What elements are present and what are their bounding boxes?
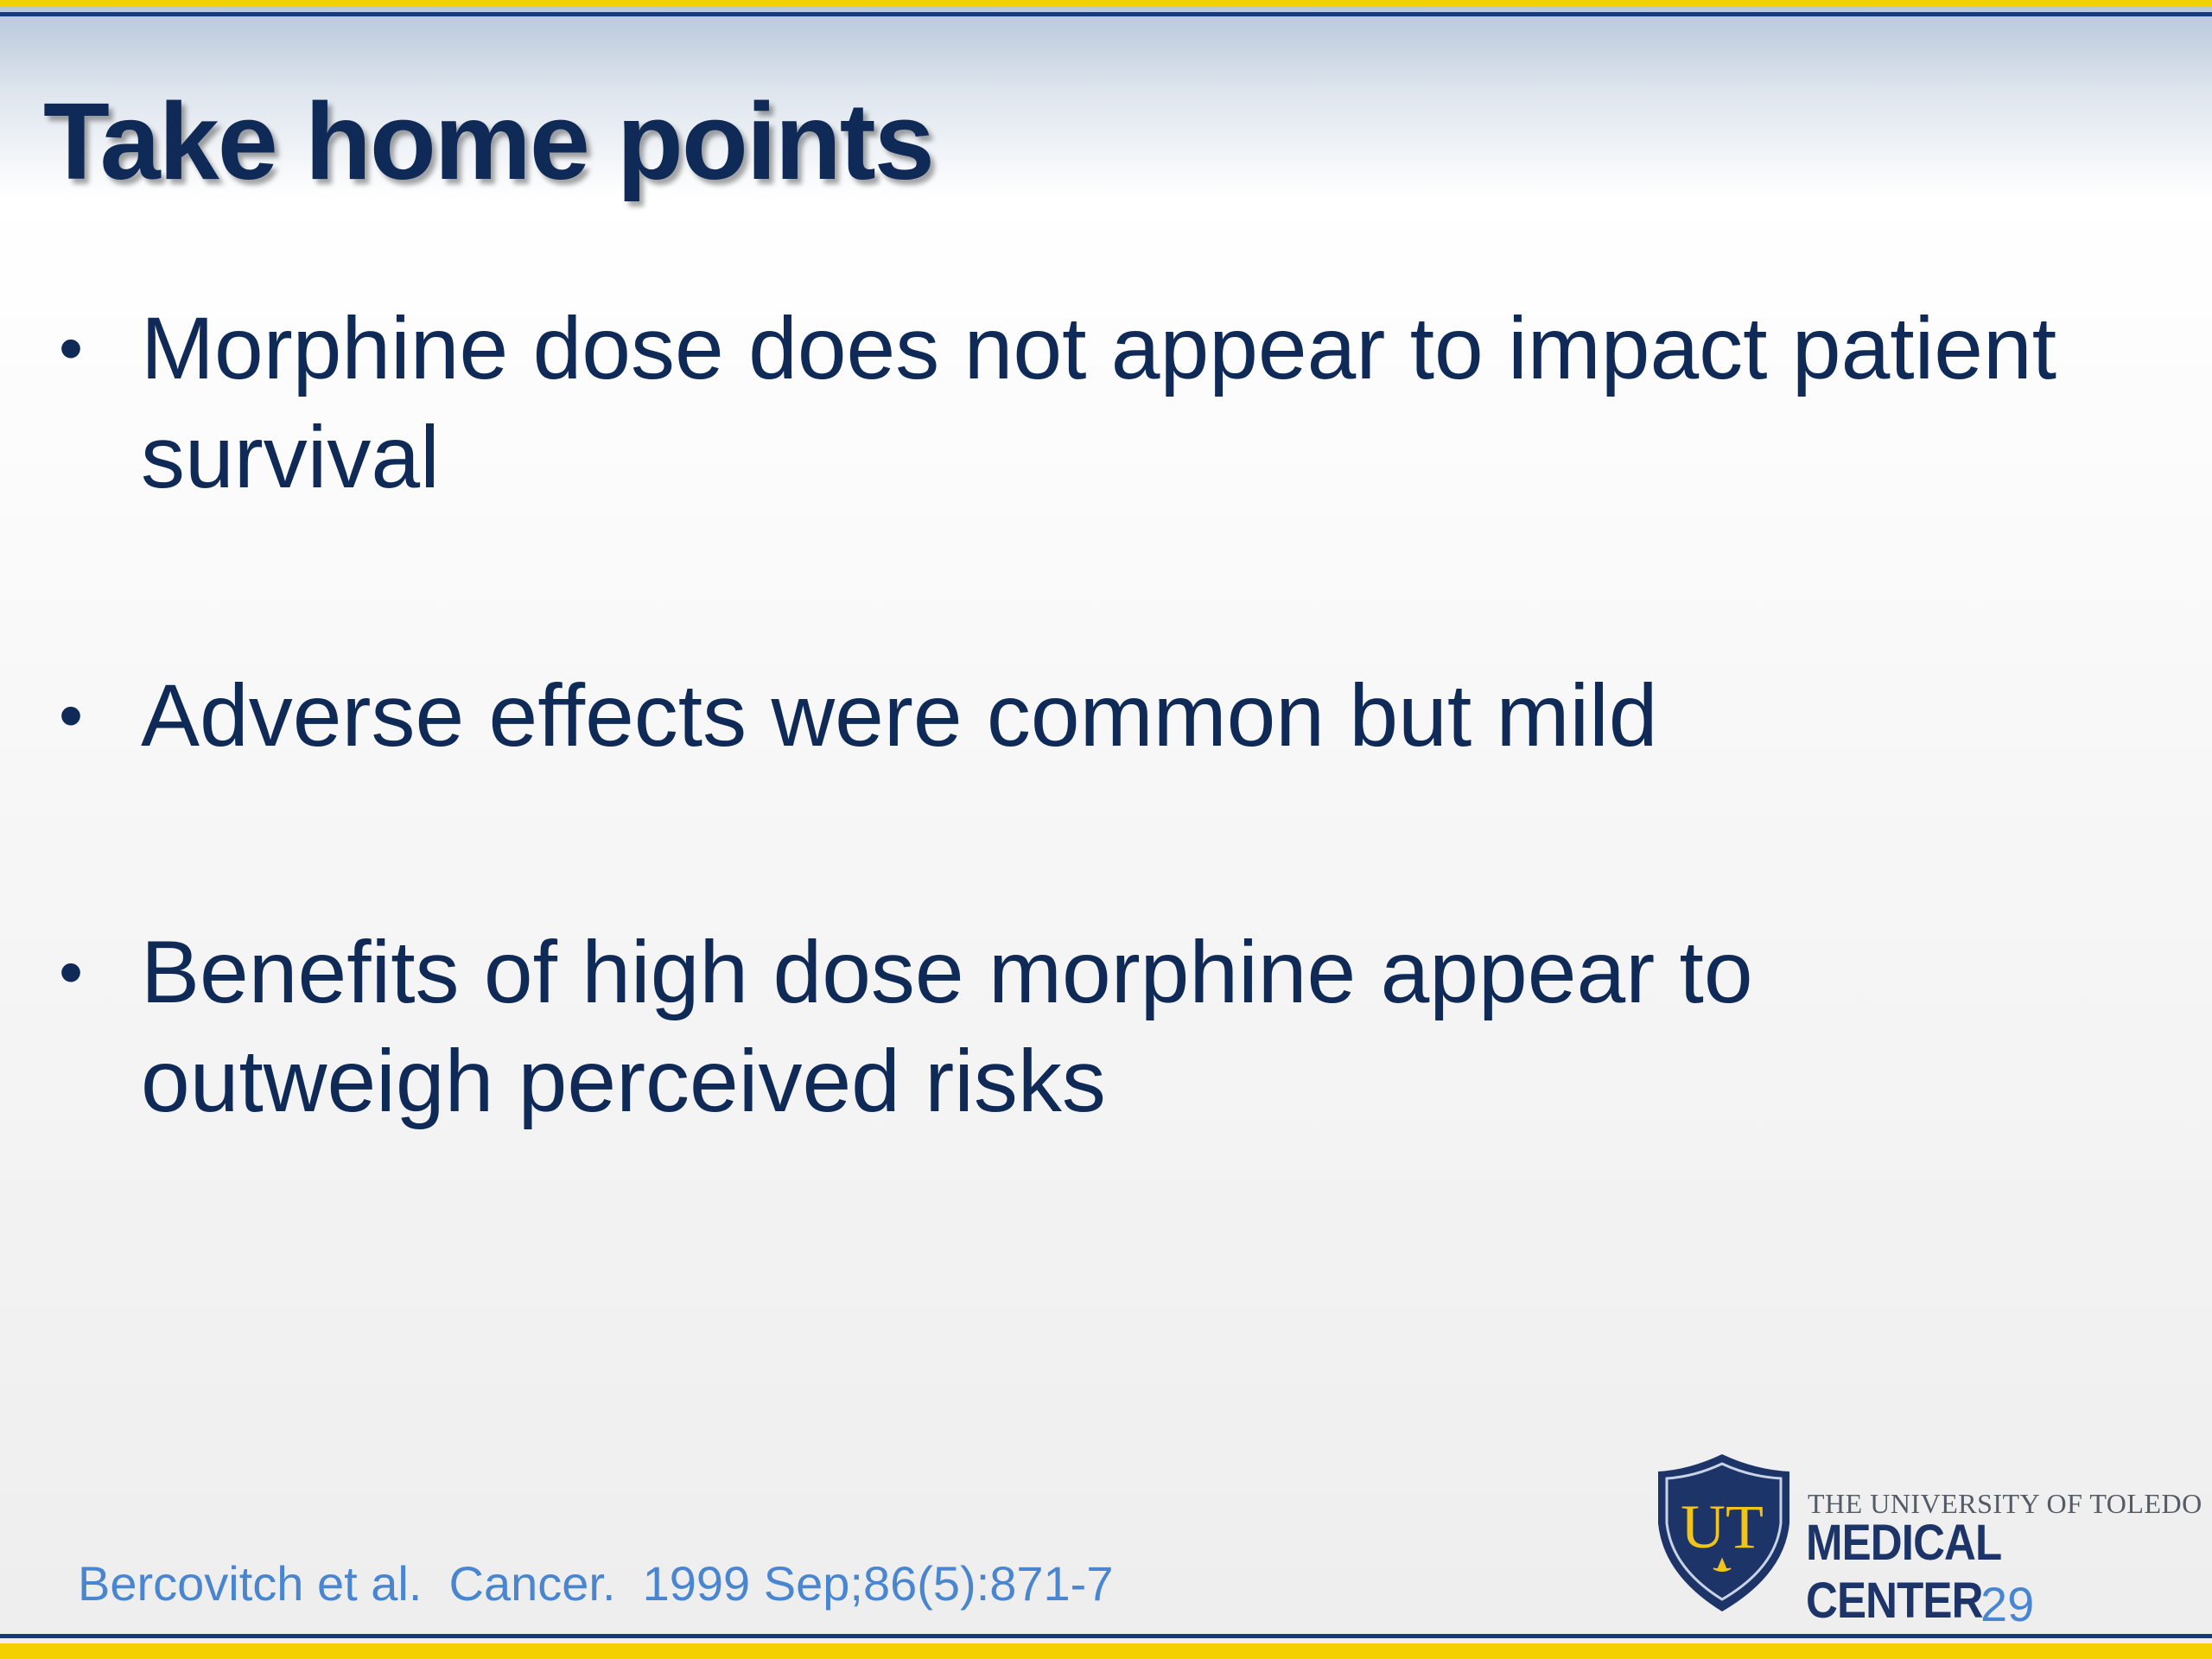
bullet-text: Morphine dose does not appear to impact … xyxy=(141,299,2057,506)
slide-title: Take home points xyxy=(43,80,935,202)
svg-text:UT: UT xyxy=(1681,1492,1764,1561)
bullet-item: • Benefits of high dose morphine appear … xyxy=(59,918,1869,1135)
top-blue-stripe xyxy=(0,12,2212,16)
logo-medical-center: MEDICAL CENTER xyxy=(1806,1515,2001,1629)
ut-shield-logo-icon: UT xyxy=(1658,1454,1789,1611)
citation: Bercovitch et al. Cancer. 1999 Sep;86(5)… xyxy=(78,1556,1114,1611)
top-gold-stripe xyxy=(0,0,2212,6)
bullet-icon: • xyxy=(59,677,84,753)
bullet-icon: • xyxy=(59,309,84,386)
bullet-item: • Morphine dose does not appear to impac… xyxy=(59,294,2171,512)
bottom-blue-stripe xyxy=(0,1634,2212,1638)
bullet-text: Adverse effects were common but mild xyxy=(141,666,1658,765)
page-number: 29 xyxy=(1980,1577,2035,1631)
bottom-gold-stripe xyxy=(0,1643,2212,1659)
bullet-text: Benefits of high dose morphine appear to… xyxy=(141,923,1753,1130)
bullet-icon: • xyxy=(59,933,84,1010)
logo-university-name: THE UNIVERSITY OF TOLEDO xyxy=(1808,1488,2202,1519)
bullet-item: • Adverse effects were common but mild xyxy=(59,661,2171,770)
